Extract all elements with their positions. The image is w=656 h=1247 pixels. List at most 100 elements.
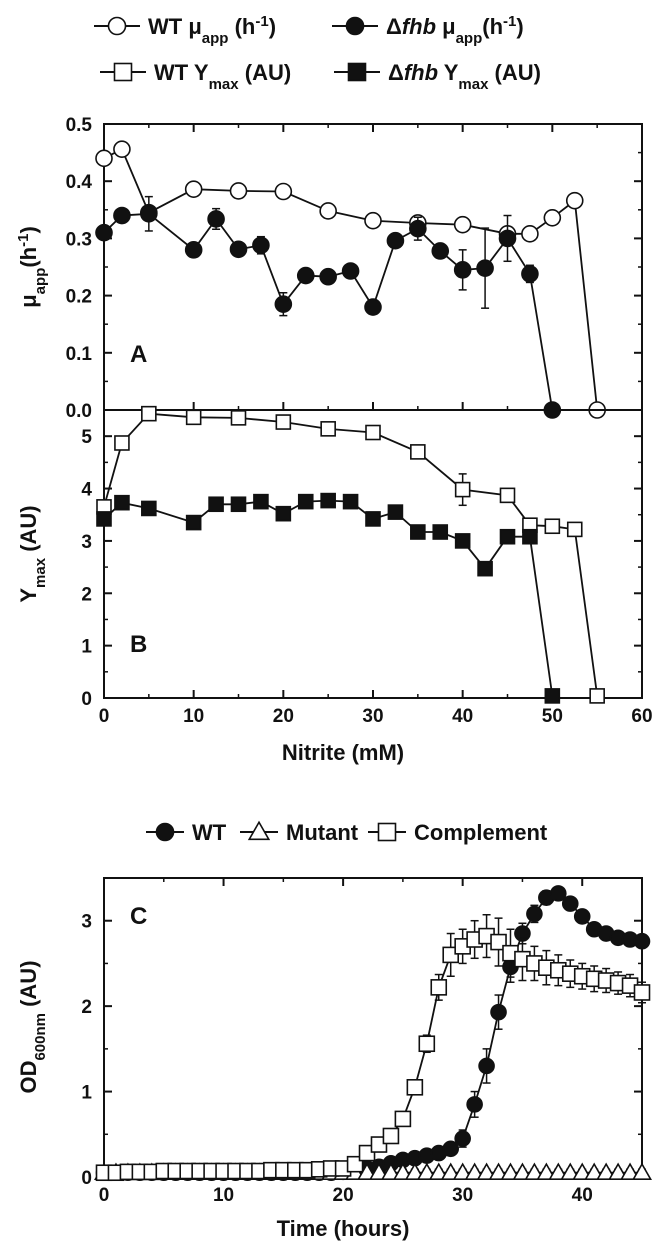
data-point — [364, 298, 382, 316]
y-tick-label: 4 — [81, 480, 92, 501]
data-point — [454, 533, 471, 549]
data-point — [440, 1162, 461, 1180]
data-point — [521, 265, 539, 283]
data-point — [608, 1162, 629, 1180]
data-point — [453, 215, 472, 234]
data-point — [342, 493, 359, 510]
data-point — [365, 511, 381, 527]
data-point — [432, 524, 449, 540]
legend-panel-c: WT Mutant Complement — [146, 820, 548, 845]
data-point — [522, 528, 538, 545]
data-point — [560, 1162, 581, 1180]
data-point — [185, 409, 202, 426]
x-tick-label: 30 — [362, 706, 383, 727]
legend-item-mutant: Mutant — [240, 820, 359, 845]
y-tick-label: 0.0 — [66, 401, 92, 422]
y-tick-label: 0.2 — [66, 287, 92, 308]
data-point — [500, 1162, 521, 1180]
data-point — [521, 225, 539, 243]
x-tick-label: 10 — [213, 1185, 234, 1206]
data-point — [141, 500, 157, 517]
data-point — [113, 206, 131, 225]
data-point — [620, 1162, 641, 1180]
x-tick-label: 50 — [542, 706, 563, 727]
data-point — [382, 1127, 400, 1145]
x-tick-label: 40 — [572, 1185, 593, 1206]
data-point — [319, 267, 337, 286]
data-point — [573, 908, 591, 925]
y-tick-label: 0.5 — [66, 115, 93, 136]
data-point — [431, 242, 450, 260]
y-tick-label: 1 — [81, 1083, 92, 1104]
x-tick-label: 60 — [631, 706, 652, 727]
panel-c: 0 10 20 30 40 0 1 2 3 C Time (hours) OD600nm (AU) — [16, 877, 653, 1241]
legend-label: WT — [192, 820, 227, 845]
x-tick-label: 20 — [273, 706, 294, 727]
data-point — [96, 511, 112, 527]
data-point — [274, 295, 293, 313]
data-point — [229, 182, 248, 200]
panel-letter: B — [130, 631, 147, 658]
legend-item-wt-ymax: WT Ymax (AU) — [100, 60, 291, 93]
data-point — [488, 1162, 509, 1180]
data-point — [584, 1162, 605, 1180]
data-point — [392, 1162, 413, 1180]
data-point — [550, 885, 567, 902]
x-axis-title: Time (hours) — [277, 1216, 410, 1241]
data-point — [428, 1162, 449, 1180]
data-point — [416, 1162, 437, 1180]
data-point — [229, 240, 248, 259]
y-tick-label: 5 — [81, 427, 92, 448]
x-tick-label: 0 — [99, 1185, 110, 1206]
legend-marker — [377, 822, 397, 842]
y-tick-label: 2 — [81, 584, 92, 605]
data-point — [297, 493, 314, 510]
data-point — [275, 505, 292, 522]
y-tick-label: 2 — [81, 997, 92, 1018]
data-point — [490, 1003, 507, 1021]
legend-item-wt: WT — [146, 820, 227, 845]
data-point — [320, 421, 336, 437]
data-point — [536, 1162, 557, 1180]
legend-item-complement: Complement — [368, 820, 548, 845]
y-axis-title: OD600nm (AU) — [16, 960, 49, 1093]
data-point — [364, 211, 382, 230]
data-point — [114, 494, 130, 511]
data-point — [442, 1140, 460, 1158]
legend-label: WT Ymax (AU) — [154, 60, 291, 93]
data-point — [476, 1162, 497, 1180]
x-axis-title: Nitrite (mM) — [282, 740, 404, 765]
data-point — [387, 504, 404, 520]
legend-label: Complement — [414, 820, 548, 845]
data-point — [380, 1162, 401, 1180]
data-point — [561, 895, 579, 912]
panel-letter: C — [130, 903, 147, 930]
data-point — [631, 1162, 653, 1180]
data-point — [113, 140, 131, 158]
data-point — [274, 182, 293, 201]
y-tick-label: 3 — [81, 532, 92, 553]
data-point — [252, 236, 270, 255]
y-tick-label: 0 — [81, 1168, 92, 1189]
data-point — [476, 259, 494, 277]
data-point — [572, 1162, 593, 1180]
data-point — [95, 223, 113, 242]
plot-frame — [103, 409, 643, 699]
y-tick-label: 0.1 — [66, 344, 93, 365]
y-tick-label: 0 — [81, 689, 92, 710]
data-point — [114, 435, 130, 451]
series-circle-filled — [95, 885, 651, 1182]
data-point — [320, 492, 336, 509]
data-point — [141, 405, 157, 422]
data-point — [454, 1130, 471, 1147]
x-tick-label: 10 — [183, 706, 204, 727]
y-axis-title: Ymax (AU) — [16, 505, 49, 602]
data-point — [394, 1110, 412, 1128]
panel-b: 0 10 20 30 40 50 60 0 1 2 3 4 5 B Nitrite (mM) Ymax (AU… — [16, 405, 653, 765]
y-tick-label: 3 — [81, 912, 92, 933]
data-point — [368, 1162, 389, 1180]
data-point — [386, 231, 405, 250]
data-point — [524, 1162, 545, 1180]
legend-marker — [107, 16, 127, 36]
